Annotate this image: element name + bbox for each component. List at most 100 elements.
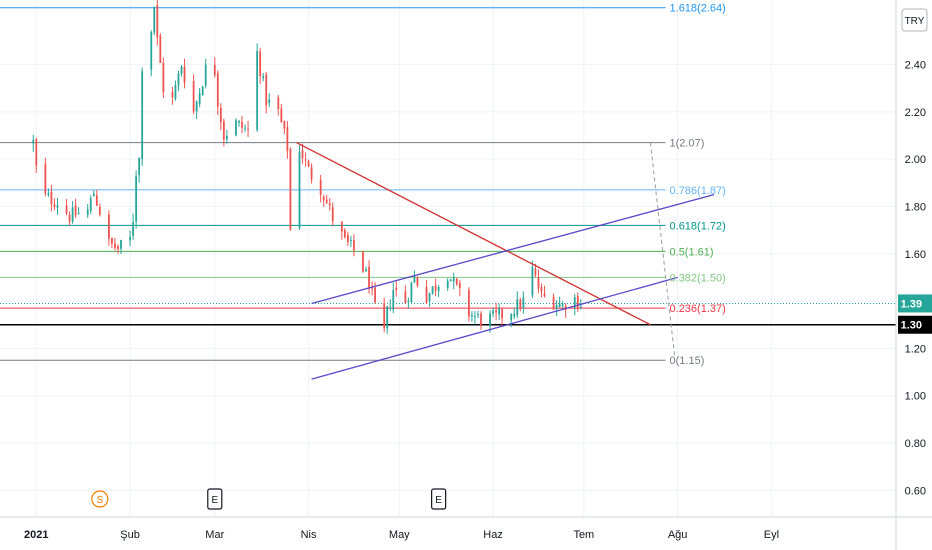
candle-body xyxy=(350,240,352,242)
candle-body xyxy=(204,64,207,86)
candle-body xyxy=(410,282,413,303)
candle-body xyxy=(555,304,558,310)
candle-body xyxy=(534,268,537,276)
candle-body xyxy=(561,304,564,306)
fibonacci-retracement[interactable] xyxy=(0,7,666,361)
candle-body xyxy=(319,180,322,195)
y-axis[interactable]: 2.402.202.001.801.601.401.201.000.800.60 xyxy=(905,60,926,498)
candle-body xyxy=(150,32,153,70)
candle-body xyxy=(371,287,373,289)
trend-line xyxy=(296,142,651,326)
y-tick-label: 1.00 xyxy=(905,391,926,403)
x-tick-label: 2021 xyxy=(24,529,48,541)
candle-body xyxy=(404,291,407,304)
candle-body xyxy=(353,240,355,251)
candle-body xyxy=(180,66,183,75)
candle-body xyxy=(68,214,71,222)
trend-line-drawings[interactable] xyxy=(296,142,715,380)
candle-body xyxy=(322,196,325,201)
candle-body xyxy=(114,243,116,249)
trend-line xyxy=(311,193,715,305)
candle-body xyxy=(283,120,286,129)
candle-body xyxy=(498,308,501,315)
candle-body xyxy=(120,239,122,249)
candle-body xyxy=(177,73,180,86)
fib-level-label: 0.382(1.50) xyxy=(670,272,726,284)
x-tick-label: Eyl xyxy=(764,529,779,541)
fib-trend-dashed-line xyxy=(649,142,676,356)
candle-body xyxy=(65,205,68,214)
candle-body xyxy=(98,206,101,215)
candle-body xyxy=(392,290,395,310)
candle-body xyxy=(343,230,346,238)
candle-body xyxy=(513,313,516,317)
candle-body xyxy=(531,267,534,296)
candle-body xyxy=(558,303,561,308)
candle-body xyxy=(286,127,289,151)
candle-body xyxy=(452,277,455,282)
x-tick-label: Ağu xyxy=(668,529,688,541)
trend-line xyxy=(311,276,678,380)
candle-body xyxy=(362,251,364,272)
grid xyxy=(0,0,896,517)
candle-body xyxy=(201,86,204,95)
candle-body xyxy=(331,207,334,222)
candle-body xyxy=(162,62,165,93)
horizontal-price-lines xyxy=(0,302,896,326)
fibonacci-level-labels: 1.618(2.64) 1(2.07) 0.786(1.87) 0.618(1.72)… xyxy=(670,3,726,367)
candle-body xyxy=(171,92,174,98)
y-tick-label: 0.80 xyxy=(905,438,926,450)
candle-body xyxy=(95,195,98,206)
candle-body xyxy=(368,266,370,289)
candle-body xyxy=(477,313,479,315)
price-badge xyxy=(898,294,932,313)
candle-body xyxy=(89,198,92,211)
price-badge xyxy=(898,315,932,334)
candle-body xyxy=(519,299,522,309)
candle-body xyxy=(32,140,35,144)
candle-body xyxy=(141,71,144,160)
event-marker-label: E xyxy=(435,495,442,506)
candle-body xyxy=(307,161,310,167)
candle-body xyxy=(241,121,243,128)
candle-body xyxy=(365,269,367,272)
candle-body xyxy=(265,74,268,106)
candle-body xyxy=(407,301,410,303)
candle-body xyxy=(216,73,219,107)
candle-body xyxy=(325,199,328,203)
y-tick-label: 1.60 xyxy=(905,249,926,261)
y-tick-label: 0.60 xyxy=(905,485,926,497)
candle-body xyxy=(129,237,131,241)
candle-body xyxy=(262,76,265,79)
candle-body xyxy=(576,296,579,309)
candle-body xyxy=(247,128,249,130)
x-axis[interactable]: 2021 Şub Mar Nis May Haz Tem Ağu Eyl xyxy=(24,529,779,541)
candle-body xyxy=(537,277,540,289)
y-tick-label: 1.80 xyxy=(905,201,926,213)
candle-body xyxy=(280,108,283,123)
candle-body xyxy=(138,157,141,176)
candle-body xyxy=(225,136,228,140)
fib-level-label: 1.618(2.64) xyxy=(670,3,726,15)
candle-body xyxy=(259,51,262,77)
candle-body xyxy=(425,286,428,303)
candle-body xyxy=(489,313,491,326)
price-badge-label: 1.30 xyxy=(901,320,922,332)
candle-body xyxy=(213,64,216,76)
candle-body xyxy=(222,121,225,140)
candle-body xyxy=(389,307,392,309)
candle-body xyxy=(44,164,47,194)
candle-body xyxy=(192,81,195,112)
candle-body xyxy=(471,314,473,317)
x-tick-label: Tem xyxy=(573,529,594,541)
candle-body xyxy=(446,280,449,288)
y-tick-label: 2.00 xyxy=(905,154,926,166)
candle-body xyxy=(328,203,331,206)
candle-body xyxy=(437,286,440,291)
price-badge-label: 1.39 xyxy=(901,298,922,310)
candle-body xyxy=(552,296,555,310)
x-tick-label: May xyxy=(389,529,410,541)
candle-body xyxy=(413,275,416,283)
currency-badge[interactable]: TRY xyxy=(901,8,928,32)
